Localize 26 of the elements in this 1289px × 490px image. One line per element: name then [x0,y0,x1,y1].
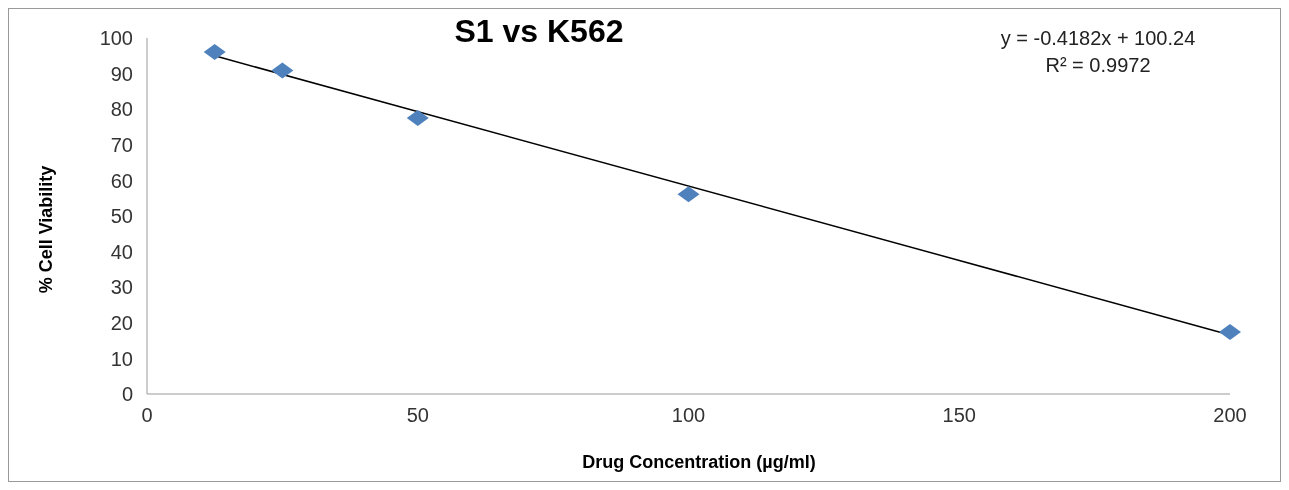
point [406,110,429,127]
y-tick-label: 100 [99,27,133,50]
y-tick-label: 30 [110,276,133,299]
x-tick-label: 150 [942,404,976,427]
chart-title: S1 vs K562 [453,13,625,50]
y-tick-label: 90 [110,62,133,85]
x-tick-label: 100 [671,404,706,427]
annotation: y = -0.4182x + 100.24 [999,26,1197,51]
y-tick-label: 0 [121,383,133,406]
y-tick-label: 20 [110,311,133,334]
y-tick-label: 50 [110,205,133,228]
y-tick-label: 60 [110,169,133,192]
y-tick-label: 80 [110,98,133,121]
annotation: R² = 0.9972 [1044,53,1152,78]
y-tick-label: 10 [110,347,133,370]
point [1219,324,1241,341]
point [271,62,294,79]
x-tick-label: 50 [406,404,429,427]
x-axis-title: Drug Concentration (µg/ml) [581,452,817,473]
x-tick-label: 200 [1213,404,1247,427]
y-tick-label: 40 [110,240,133,263]
x-tick-label: 0 [141,404,153,427]
point [677,186,700,203]
y-tick-label: 70 [110,133,133,156]
point [203,43,226,60]
y-axis-title: % Cell Viability [35,164,57,296]
